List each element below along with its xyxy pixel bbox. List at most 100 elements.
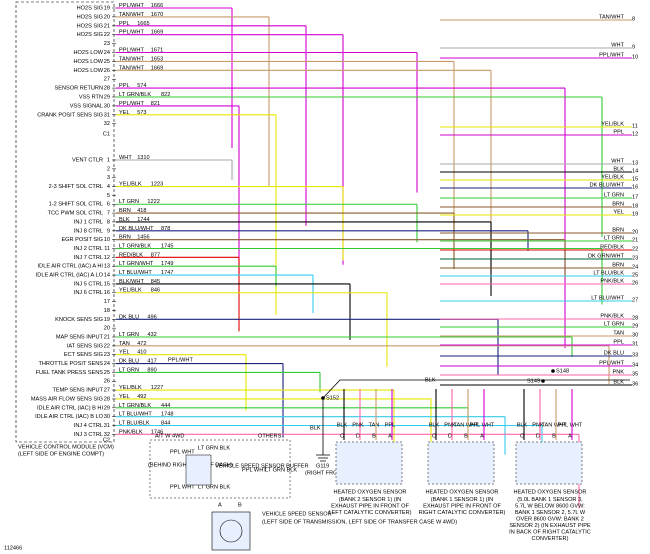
signal-name: INJ 1 CTRL bbox=[74, 219, 103, 225]
wire-color: TAN WHT bbox=[453, 422, 479, 428]
sensor-box bbox=[427, 441, 495, 485]
vss-coil bbox=[219, 519, 243, 543]
wire-color: PPL WHT bbox=[242, 467, 267, 473]
pin-number: 23 bbox=[104, 352, 110, 358]
wire-color: YEL/BLK bbox=[119, 288, 142, 294]
pin-number: 25 bbox=[104, 370, 110, 376]
pin-number: 29 bbox=[632, 323, 638, 329]
pin-letter: D bbox=[448, 433, 452, 439]
pin-letter: D bbox=[356, 433, 360, 439]
signal-name: VSS SIGNAL bbox=[70, 103, 103, 109]
module-name: VEHICLE CONTROL MODULE (VCM) bbox=[18, 444, 114, 450]
sensor-box bbox=[515, 441, 583, 485]
pin-number: 16 bbox=[632, 184, 638, 190]
signal-name: HO2S LOW bbox=[73, 50, 103, 56]
wire-color: LT BLU/WHT bbox=[119, 270, 152, 276]
wire-color: BLK/WHT bbox=[119, 279, 144, 285]
module-location: (LEFT SIDE OF ENGINE COMPT) bbox=[18, 451, 104, 457]
circuit-number: 1223 bbox=[151, 182, 163, 188]
signal-name: THROTTLE POSIT SENS bbox=[38, 361, 103, 367]
option-label: OTHERS bbox=[258, 433, 282, 439]
pin-letter: B bbox=[372, 433, 376, 439]
wire-color: LT GRN bbox=[604, 321, 624, 327]
pin-number: 28 bbox=[104, 86, 110, 92]
wire-color: PPL/WHT bbox=[119, 47, 144, 53]
pin-number: 4 bbox=[107, 184, 110, 190]
pin-number: 1 bbox=[107, 157, 110, 163]
wire-color: LT BLU/WHT bbox=[119, 412, 152, 418]
wire-color: DK GRN/WHT bbox=[588, 253, 625, 259]
wire-color: YEL bbox=[119, 394, 130, 400]
wire-color: PPL WHT bbox=[170, 484, 195, 490]
blk-wire bbox=[322, 379, 630, 399]
signal-name: INJ 6 CTRL bbox=[74, 290, 103, 296]
circuit-number: 822 bbox=[161, 92, 170, 98]
signal-name: INJ 7 CTRL bbox=[74, 255, 103, 261]
wire-color: BLK bbox=[119, 217, 130, 223]
splice bbox=[551, 369, 555, 373]
wire-color: BLK bbox=[337, 422, 348, 428]
pin-number: 14 bbox=[104, 273, 110, 279]
pin-letter: B bbox=[552, 433, 556, 439]
pin-number: 10 bbox=[104, 237, 110, 243]
pin-number: 23 bbox=[104, 41, 110, 47]
pin-number: 15 bbox=[632, 176, 638, 182]
circuit-number: 432 bbox=[147, 332, 156, 338]
pin-number: 21 bbox=[632, 237, 638, 243]
wire-color: YEL bbox=[119, 350, 130, 356]
pin-number: 34 bbox=[632, 362, 638, 368]
pin-number: 28 bbox=[632, 315, 638, 321]
pin-number: 27 bbox=[104, 77, 110, 83]
signal-name: IDLE AIR CTRL (IAC) B HI bbox=[37, 405, 103, 411]
wire-color: LT GRN bbox=[604, 235, 624, 241]
signal-name: HO2S SIG bbox=[77, 5, 103, 11]
pin-letter: C bbox=[432, 433, 436, 439]
component-name: HEATED OXYGEN SENSOR bbox=[514, 489, 587, 495]
wire-color: PPL bbox=[613, 129, 624, 135]
pin-number: 20 bbox=[632, 229, 638, 235]
signal-name: MASS AIR FLOW SENS SIG bbox=[31, 396, 103, 402]
splice-label: S148 bbox=[556, 368, 569, 374]
signal-name: VENT CTLR bbox=[72, 157, 103, 163]
circuit-number: 1747 bbox=[161, 270, 173, 276]
signal-name: HO2S LOW bbox=[73, 68, 103, 74]
pin-number: 27 bbox=[632, 297, 638, 303]
signal-name: EGR POSIT SIG bbox=[61, 237, 103, 243]
pin-number: 25 bbox=[104, 59, 110, 65]
component-name: VEHICLE SPEED SENSOR bbox=[262, 511, 332, 517]
vss-box bbox=[149, 439, 291, 499]
wire-color: BRN bbox=[612, 227, 624, 233]
figure-id: 112466 bbox=[4, 545, 22, 551]
wire-color: PPL/WHT bbox=[119, 30, 144, 36]
circuit-number: 821 bbox=[151, 101, 160, 107]
pin-number: 28 bbox=[104, 396, 110, 402]
pin-number: 10 bbox=[632, 54, 638, 60]
splice-label: S149 bbox=[527, 378, 540, 384]
pin-number: 17 bbox=[104, 299, 110, 305]
wire-color: DK BLU bbox=[119, 359, 139, 365]
wire-color: LT GRN bbox=[119, 332, 139, 338]
signal-name: HO2S SIG bbox=[77, 32, 103, 38]
circuit-number: 1745 bbox=[161, 243, 173, 249]
pin-number: 31 bbox=[104, 423, 110, 429]
wire-color: YEL/BLK bbox=[601, 174, 624, 180]
pin-number: 36 bbox=[632, 381, 638, 387]
wire-color: PPL bbox=[119, 21, 130, 27]
wire-color: LT GRN/WHT bbox=[119, 261, 154, 267]
circuit-number: 1669 bbox=[151, 65, 163, 71]
pin-number: 19 bbox=[104, 317, 110, 323]
wire-color: YEL/BLK bbox=[119, 182, 142, 188]
pin-number: 13 bbox=[104, 264, 110, 270]
wire-color: WHT bbox=[611, 42, 624, 48]
connector-label: C1 bbox=[103, 131, 110, 137]
wire-color: LT GRN/BLK bbox=[119, 92, 151, 98]
pin-number: 33 bbox=[632, 352, 638, 358]
pin-letter: B bbox=[464, 433, 468, 439]
ground-wire bbox=[316, 398, 330, 462]
location: (LEFT SIDE OF TRANSMISSION, LEFT SIDE OF… bbox=[262, 519, 457, 525]
pin-letter: A bbox=[218, 502, 222, 508]
circuit-number: 444 bbox=[161, 403, 170, 409]
wire-color: DK BLU bbox=[119, 314, 139, 320]
component-name: HEATED OXYGEN SENSOR bbox=[426, 489, 499, 495]
